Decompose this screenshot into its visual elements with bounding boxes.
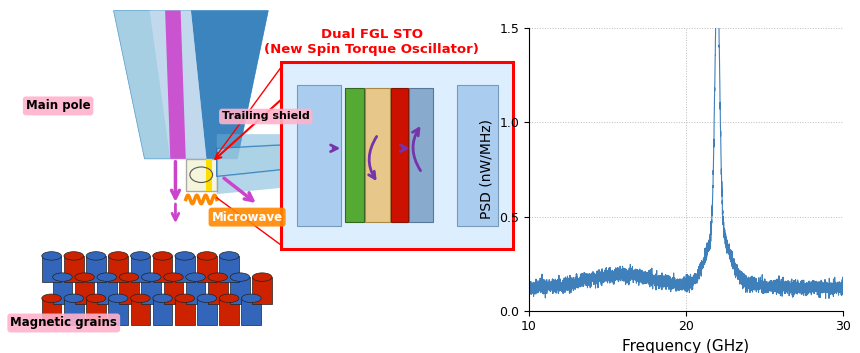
Ellipse shape bbox=[86, 252, 106, 260]
Ellipse shape bbox=[131, 252, 150, 260]
Ellipse shape bbox=[230, 273, 249, 281]
FancyBboxPatch shape bbox=[86, 298, 106, 325]
Ellipse shape bbox=[141, 273, 161, 281]
Polygon shape bbox=[217, 145, 284, 176]
FancyBboxPatch shape bbox=[219, 298, 239, 325]
FancyBboxPatch shape bbox=[108, 256, 128, 282]
FancyBboxPatch shape bbox=[219, 256, 239, 282]
FancyBboxPatch shape bbox=[197, 298, 217, 325]
Text: Main pole: Main pole bbox=[26, 100, 90, 112]
Ellipse shape bbox=[153, 294, 172, 303]
Ellipse shape bbox=[42, 252, 61, 260]
FancyBboxPatch shape bbox=[75, 277, 95, 304]
Ellipse shape bbox=[75, 273, 95, 281]
Ellipse shape bbox=[175, 252, 194, 260]
FancyBboxPatch shape bbox=[97, 277, 117, 304]
Ellipse shape bbox=[219, 294, 239, 303]
FancyBboxPatch shape bbox=[175, 256, 194, 282]
FancyBboxPatch shape bbox=[186, 159, 217, 191]
FancyBboxPatch shape bbox=[42, 298, 61, 325]
Ellipse shape bbox=[97, 273, 117, 281]
Ellipse shape bbox=[175, 294, 194, 303]
FancyBboxPatch shape bbox=[120, 277, 138, 304]
FancyBboxPatch shape bbox=[163, 277, 183, 304]
Ellipse shape bbox=[108, 294, 128, 303]
FancyBboxPatch shape bbox=[131, 298, 150, 325]
Ellipse shape bbox=[163, 273, 183, 281]
Ellipse shape bbox=[242, 294, 261, 303]
FancyBboxPatch shape bbox=[64, 256, 83, 282]
FancyBboxPatch shape bbox=[206, 159, 212, 191]
FancyBboxPatch shape bbox=[108, 298, 128, 325]
Ellipse shape bbox=[197, 294, 217, 303]
FancyBboxPatch shape bbox=[391, 88, 408, 222]
Ellipse shape bbox=[131, 294, 150, 303]
Ellipse shape bbox=[197, 252, 217, 260]
Ellipse shape bbox=[64, 294, 83, 303]
Ellipse shape bbox=[208, 273, 228, 281]
FancyBboxPatch shape bbox=[186, 277, 206, 304]
X-axis label: Frequency (GHz): Frequency (GHz) bbox=[623, 339, 749, 353]
FancyBboxPatch shape bbox=[230, 277, 249, 304]
Polygon shape bbox=[114, 11, 268, 159]
FancyBboxPatch shape bbox=[366, 88, 390, 222]
Polygon shape bbox=[150, 11, 206, 159]
Ellipse shape bbox=[186, 273, 206, 281]
Ellipse shape bbox=[153, 252, 172, 260]
FancyBboxPatch shape bbox=[42, 256, 61, 282]
FancyBboxPatch shape bbox=[242, 298, 261, 325]
Polygon shape bbox=[165, 11, 186, 159]
FancyBboxPatch shape bbox=[281, 62, 513, 249]
FancyBboxPatch shape bbox=[64, 298, 83, 325]
FancyBboxPatch shape bbox=[408, 88, 433, 222]
Y-axis label: PSD (nW/MHz): PSD (nW/MHz) bbox=[480, 119, 494, 220]
FancyBboxPatch shape bbox=[252, 277, 272, 304]
Ellipse shape bbox=[52, 273, 72, 281]
Ellipse shape bbox=[86, 294, 106, 303]
FancyBboxPatch shape bbox=[345, 88, 365, 222]
Text: Microwave: Microwave bbox=[212, 211, 283, 223]
Ellipse shape bbox=[120, 273, 138, 281]
FancyBboxPatch shape bbox=[131, 256, 150, 282]
Ellipse shape bbox=[42, 294, 61, 303]
Text: Dual FGL STO
(New Spin Torque Oscillator): Dual FGL STO (New Spin Torque Oscillator… bbox=[264, 28, 479, 56]
FancyBboxPatch shape bbox=[297, 85, 341, 226]
FancyBboxPatch shape bbox=[141, 277, 161, 304]
FancyBboxPatch shape bbox=[153, 298, 172, 325]
Ellipse shape bbox=[252, 273, 272, 281]
FancyBboxPatch shape bbox=[197, 256, 217, 282]
FancyBboxPatch shape bbox=[86, 256, 106, 282]
FancyBboxPatch shape bbox=[208, 277, 228, 304]
FancyBboxPatch shape bbox=[153, 256, 172, 282]
FancyBboxPatch shape bbox=[175, 298, 194, 325]
FancyBboxPatch shape bbox=[52, 277, 72, 304]
Polygon shape bbox=[191, 11, 268, 159]
Text: Magnetic grains: Magnetic grains bbox=[10, 317, 117, 329]
Polygon shape bbox=[217, 134, 289, 194]
Ellipse shape bbox=[108, 252, 128, 260]
Ellipse shape bbox=[64, 252, 83, 260]
Text: Trailing shield: Trailing shield bbox=[222, 112, 310, 121]
FancyBboxPatch shape bbox=[457, 85, 498, 226]
Ellipse shape bbox=[219, 252, 239, 260]
